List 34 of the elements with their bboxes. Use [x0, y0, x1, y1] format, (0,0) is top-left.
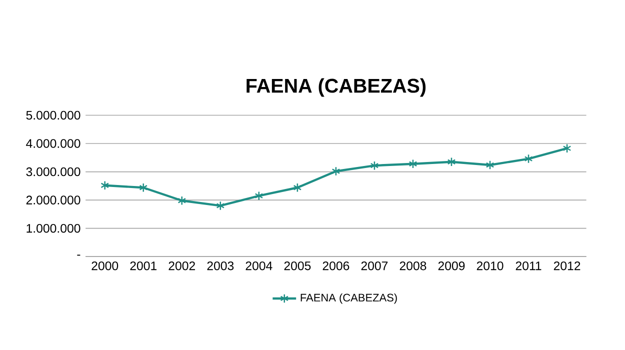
x-tick-label: 2012 [554, 261, 580, 270]
x-tick-label: 2010 [476, 261, 504, 270]
y-tick-label: - [77, 254, 80, 256]
point [216, 200, 225, 210]
x-tick-label: 2005 [284, 261, 311, 270]
point [408, 159, 418, 169]
y-tick-label: 2.000.000 [26, 196, 80, 204]
y-tick-label: 4.000.000 [26, 139, 80, 148]
point [293, 182, 302, 192]
point [254, 191, 264, 201]
x-tick-label: 2002 [168, 261, 195, 270]
x-tick-label: 2009 [438, 261, 465, 270]
y-tick-label: 1.000.000 [26, 224, 80, 233]
x-tick-label: 2000 [92, 261, 118, 270]
y-tick-label: 5.000.000 [26, 110, 80, 120]
point [100, 180, 110, 190]
x-tick-label: 2007 [361, 261, 388, 270]
x-tick-label: 2004 [246, 261, 272, 270]
point [486, 160, 494, 170]
point [562, 144, 572, 154]
x-tick-label: 2006 [322, 261, 350, 270]
x-tick-label: 2001 [130, 261, 156, 270]
x-tick-label: 2008 [400, 261, 426, 270]
point [447, 157, 456, 167]
point [139, 182, 148, 192]
y-tick-label: 3.000.000 [26, 167, 80, 176]
point [370, 160, 379, 170]
chart-title: FAENA (CABEZAS) [246, 78, 426, 97]
x-tick-label: 2011 [516, 261, 542, 270]
point [332, 166, 340, 176]
x-tick-label: 2003 [207, 261, 234, 270]
point [178, 196, 186, 206]
legend-label: FAENA (CABEZAS) [300, 293, 397, 304]
point [524, 154, 533, 164]
